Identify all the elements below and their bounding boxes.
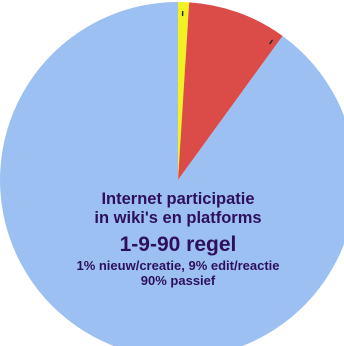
chart-text-line-4: 1% nieuw/creatie, 9% edit/reactie: [76, 258, 280, 273]
chart-text-line-2: in wiki's en platforms: [94, 209, 262, 227]
chart-text-line-3: 1-9-90 regel: [119, 233, 237, 256]
chart-text-line-1: Internet participatie: [101, 190, 255, 208]
slice-tick-mark: [269, 39, 274, 45]
chart-text-line-5: 90% passief: [140, 273, 216, 288]
pie-slice-1pct: [178, 1, 190, 180]
pie-slice-9pct: [178, 2, 283, 180]
